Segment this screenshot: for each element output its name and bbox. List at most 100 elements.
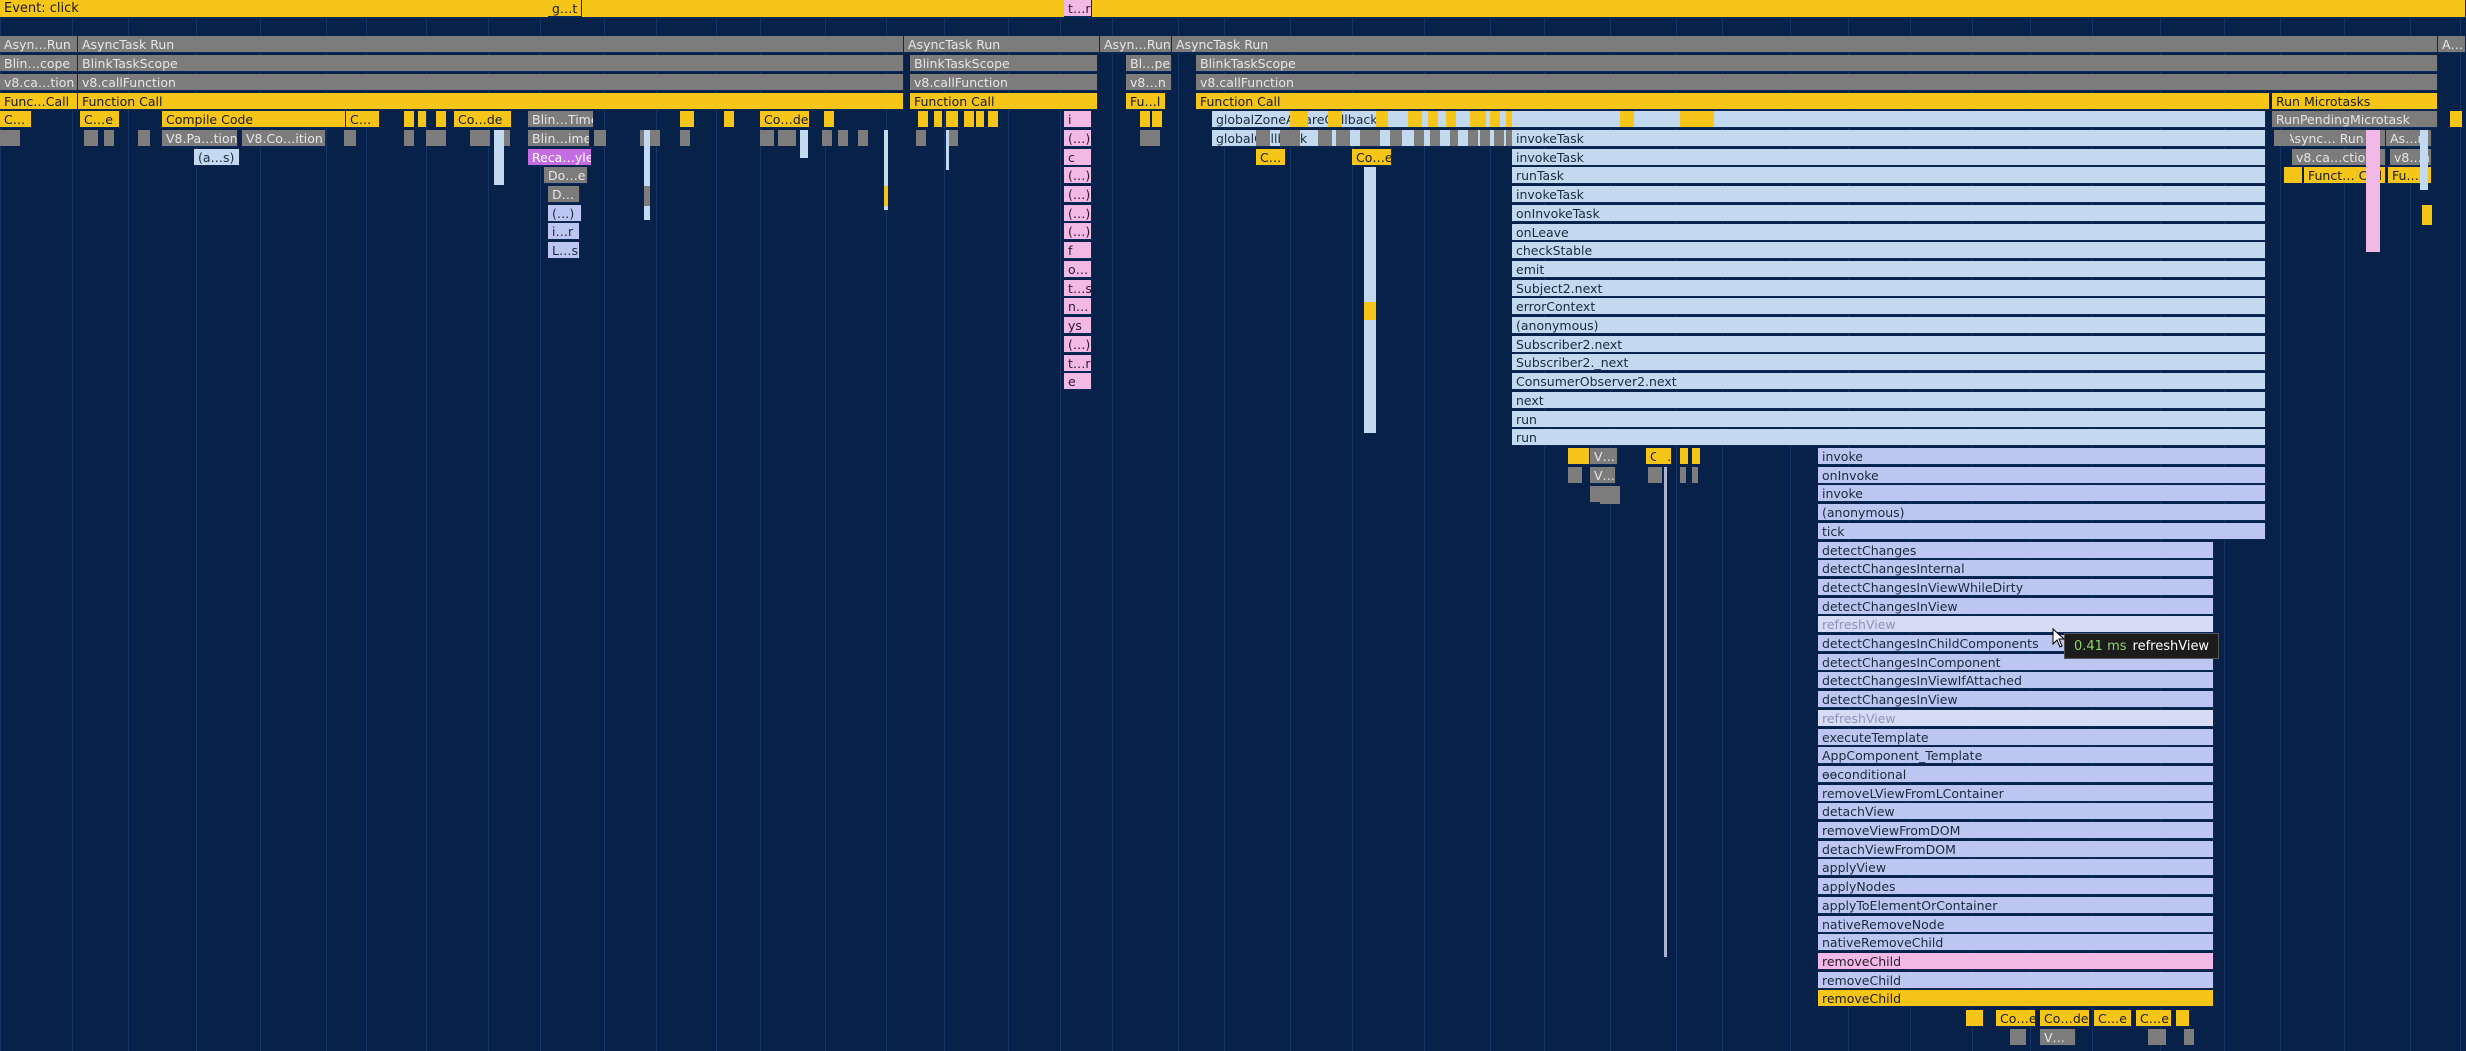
frame-anonymous[interactable]: (anonymous) <box>1512 317 2266 334</box>
small-frame[interactable] <box>1648 467 1662 483</box>
small-frame[interactable] <box>1470 111 1486 127</box>
small-frame[interactable] <box>1446 111 1456 127</box>
frame-invoke[interactable]: invoke <box>1818 485 2266 503</box>
frame-run[interactable]: run <box>1512 429 2266 447</box>
small-frame[interactable] <box>1692 467 1698 483</box>
frame-c[interactable]: c <box>1064 149 1092 166</box>
frame-blinktaskscope[interactable]: BlinkTaskScope <box>910 55 1098 72</box>
frame-t-r[interactable]: t…r <box>1064 354 1092 372</box>
small-frame[interactable] <box>2274 130 2290 146</box>
frame-frame[interactable]: (…) <box>1064 205 1092 222</box>
small-frame[interactable] <box>964 111 974 127</box>
frame-next[interactable]: next <box>1512 391 2266 409</box>
small-frame[interactable] <box>1140 130 1160 146</box>
frame-co-e[interactable]: Co…e <box>1352 149 1392 166</box>
frame-conditional[interactable]: ɵɵconditional <box>1818 765 2214 783</box>
frame-asynctask-run[interactable]: AsyncTask Run <box>1172 36 2438 53</box>
frame-run[interactable]: run <box>1512 410 2266 428</box>
small-frame[interactable] <box>1140 111 1150 127</box>
frame-frame[interactable]: (…) <box>548 205 582 222</box>
small-frame[interactable] <box>1494 130 1504 146</box>
frame-invoketask[interactable]: invokeTask <box>1512 130 2266 147</box>
small-frame[interactable] <box>1430 130 1440 146</box>
frame-invoketask[interactable]: invokeTask <box>1512 148 2266 166</box>
small-frame[interactable] <box>988 111 998 127</box>
small-frame[interactable] <box>1620 111 1634 127</box>
small-frame[interactable] <box>1506 130 1512 146</box>
small-frame[interactable] <box>644 130 650 220</box>
frame-v8-pa-tion[interactable]: V8.Pa…tion <box>162 130 238 147</box>
small-frame[interactable] <box>1680 111 1694 127</box>
frame-a[interactable]: A… <box>2438 36 2466 53</box>
frame-blin-time[interactable]: Blin…Time <box>528 111 594 128</box>
frame-v[interactable]: V… <box>2040 1029 2076 1046</box>
small-frame[interactable] <box>84 130 98 146</box>
frame-l-s[interactable]: L…s <box>548 242 580 259</box>
small-frame[interactable] <box>800 130 808 158</box>
small-frame[interactable] <box>1328 111 1342 127</box>
small-frame[interactable] <box>1414 130 1424 146</box>
frame-detectchangesinview[interactable]: detectChangesInView <box>1818 691 2214 709</box>
small-frame[interactable] <box>976 111 984 127</box>
frame-detectchangesinview[interactable]: detectChangesInView <box>1818 597 2214 615</box>
small-frame[interactable] <box>1692 448 1700 464</box>
frame-g-t[interactable]: g…t <box>548 0 582 17</box>
frame-c[interactable]: C… <box>1256 149 1286 166</box>
small-frame[interactable] <box>1490 111 1500 127</box>
small-frame[interactable] <box>104 130 114 146</box>
frame-invoketask[interactable]: invokeTask <box>1512 186 2266 204</box>
frame-co-de[interactable]: Co…de <box>2040 1010 2090 1027</box>
small-frame[interactable] <box>1290 111 1308 127</box>
frame-v8-callfunction[interactable]: v8.callFunction <box>78 74 904 91</box>
frame-onleave[interactable]: onLeave <box>1512 223 2266 241</box>
small-frame[interactable] <box>426 130 446 146</box>
small-frame[interactable] <box>680 130 690 146</box>
frame-t-r[interactable]: t…r <box>1064 0 1092 17</box>
small-frame[interactable] <box>138 130 150 146</box>
frame-executetemplate[interactable]: executeTemplate <box>1818 728 2214 746</box>
small-frame[interactable] <box>640 130 660 146</box>
small-frame[interactable] <box>1364 302 1376 320</box>
frame-runpendingmicrotask[interactable]: RunPendingMicrotask <box>2272 111 2438 128</box>
small-frame[interactable] <box>824 111 834 127</box>
small-frame[interactable] <box>760 130 774 146</box>
small-frame[interactable] <box>1360 130 1380 146</box>
frame-v[interactable]: V… <box>1590 467 1616 484</box>
frame-v8-ca-ction[interactable]: v8.ca…ction <box>2292 149 2386 166</box>
frame-i[interactable]: i <box>1064 111 1092 128</box>
frame-applyview[interactable]: applyView <box>1818 859 2214 877</box>
frame-detectchangesinviewwhiledirty[interactable]: detectChangesInViewWhileDirty <box>1818 578 2214 596</box>
frame-function-call[interactable]: Function Call <box>1196 93 2270 110</box>
small-frame[interactable] <box>946 111 958 127</box>
small-frame[interactable] <box>948 130 958 146</box>
frame-oninvoke[interactable]: onInvoke <box>1818 466 2266 484</box>
small-frame[interactable] <box>404 130 414 146</box>
frame-removeviewfromdom[interactable]: removeViewFromDOM <box>1818 822 2214 839</box>
frame-frame[interactable]: (…) <box>1064 130 1092 147</box>
frame-removechild[interactable]: removeChild <box>1818 990 2214 1008</box>
small-frame[interactable] <box>2284 167 2302 183</box>
small-frame[interactable] <box>2184 1029 2194 1045</box>
small-frame[interactable] <box>436 111 446 127</box>
frame-v8-n[interactable]: v8…n <box>1126 74 1172 91</box>
frame-func-call[interactable]: Func…Call <box>0 93 78 110</box>
frame-invoke[interactable]: invoke <box>1818 448 2266 465</box>
frame-nativeremovechild[interactable]: nativeRemoveChild <box>1818 934 2214 952</box>
small-frame[interactable] <box>858 130 868 146</box>
small-frame[interactable] <box>2450 111 2462 127</box>
frame-refreshview[interactable]: refreshView <box>1818 616 2214 634</box>
small-frame[interactable] <box>918 111 928 127</box>
small-frame[interactable] <box>1680 448 1688 464</box>
small-frame[interactable] <box>2148 1029 2166 1045</box>
small-frame[interactable] <box>838 130 848 146</box>
frame-detachview[interactable]: detachView <box>1818 803 2214 821</box>
frame-fu-l[interactable]: Fu…l <box>1126 93 1166 110</box>
small-frame[interactable] <box>724 111 734 127</box>
frame-asyn-run[interactable]: Asyn…Run <box>0 36 78 53</box>
small-frame[interactable] <box>822 130 832 146</box>
frame-d[interactable]: D… <box>548 186 580 203</box>
frame-i-r[interactable]: i…r <box>548 223 580 240</box>
frame-asynctask-run[interactable]: AsyncTask Run <box>78 36 904 53</box>
small-frame[interactable] <box>1428 111 1438 127</box>
